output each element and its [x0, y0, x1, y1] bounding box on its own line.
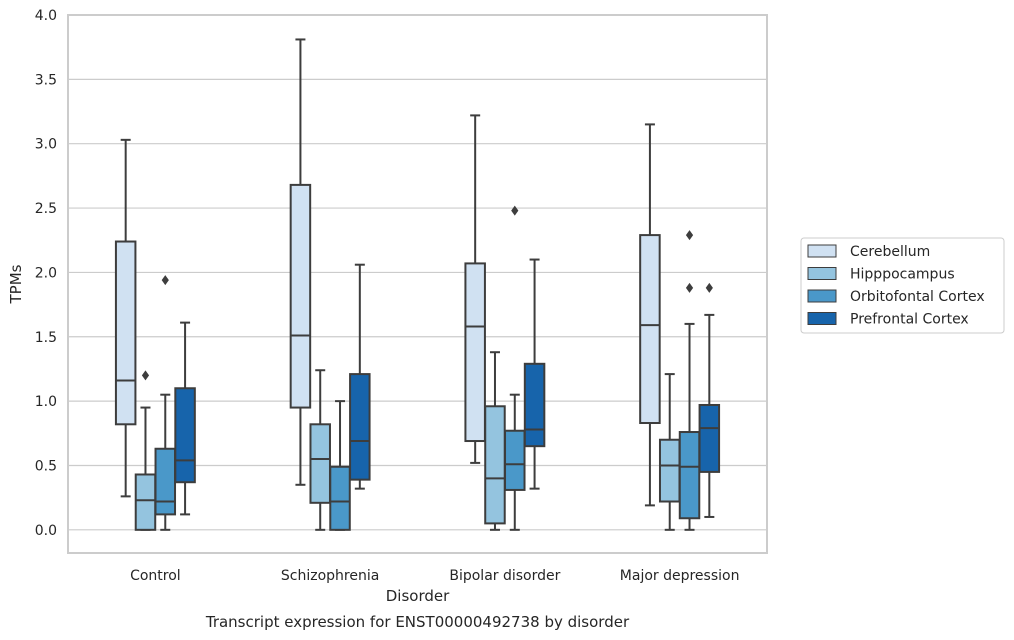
- y-axis-label: TPMs: [7, 264, 25, 304]
- box-body: [154, 447, 177, 516]
- legend-swatch: [807, 289, 837, 303]
- x-tick-label: Schizophrenia: [281, 568, 379, 584]
- box: [639, 123, 661, 507]
- box: [329, 400, 351, 531]
- box: [309, 369, 331, 531]
- box-body: [464, 262, 486, 443]
- box-body: [639, 234, 661, 425]
- box-body: [678, 431, 701, 520]
- legend-item-label: Orbitofontal Cortex: [850, 289, 985, 305]
- box-body: [174, 387, 196, 484]
- x-tick-label: Control: [130, 568, 181, 584]
- box: [349, 263, 371, 490]
- box: [464, 114, 486, 464]
- box-body: [329, 465, 351, 531]
- legend-swatch: [807, 244, 837, 258]
- box: [154, 275, 177, 531]
- legend-item-label: Cerebellum: [850, 244, 930, 260]
- legend-frame: [800, 237, 1005, 334]
- y-tick-label: 3.0: [35, 137, 57, 153]
- outlier-point: [141, 370, 150, 381]
- box: [678, 230, 701, 531]
- box-body: [484, 405, 506, 525]
- outlier-point: [685, 230, 694, 241]
- y-tick-label: 2.5: [35, 201, 57, 217]
- box: [114, 138, 137, 498]
- box: [523, 258, 546, 490]
- box-body: [658, 438, 681, 503]
- box-body: [134, 473, 157, 531]
- outlier-point: [161, 275, 169, 286]
- legend-item-label: Hipppocampus: [850, 267, 955, 283]
- y-tick-label: 0.0: [35, 523, 57, 539]
- legend-item-label: Prefrontal Cortex: [850, 312, 969, 328]
- box-series: [114, 38, 721, 531]
- box-body: [289, 183, 312, 409]
- outlier-point: [705, 282, 713, 293]
- legend-swatch: [807, 312, 837, 325]
- outlier-point: [511, 205, 519, 216]
- box: [289, 38, 312, 486]
- y-tick-label: 1.0: [35, 394, 57, 410]
- chart-caption: Transcript expression for ENST0000049273…: [205, 613, 630, 631]
- box: [484, 351, 506, 531]
- box-body: [349, 373, 371, 481]
- legend: Cerebellum Hipppocampus Orbitofontal Corte…: [800, 237, 1005, 334]
- x-tick-label: Bipolar disorder: [449, 568, 560, 584]
- y-tick-label: 0.5: [35, 458, 57, 474]
- box: [698, 282, 721, 518]
- y-tick-label: 2.0: [35, 265, 57, 281]
- box-body: [504, 429, 526, 491]
- y-tick-label: 4.0: [35, 8, 57, 24]
- box-body: [114, 240, 137, 426]
- box: [174, 321, 196, 516]
- box-body: [523, 362, 546, 448]
- x-tick-labels: Control Schizophrenia Bipolar disorder Majo…: [130, 568, 739, 584]
- y-tick-labels: 0.0 0.5 1.0 1.5 2.0 2.5 3.0 3.5 4.0: [35, 8, 57, 539]
- y-tick-label: 1.5: [35, 330, 57, 346]
- box: [134, 370, 157, 531]
- box: [504, 205, 526, 531]
- plot-area-frame: [67, 14, 768, 554]
- box: [658, 373, 681, 531]
- y-tick-label: 3.5: [35, 72, 57, 88]
- x-tick-label: Major depression: [620, 568, 740, 584]
- x-axis-label: Disorder: [386, 587, 450, 605]
- box-body: [309, 423, 331, 504]
- legend-swatch: [807, 267, 837, 280]
- outlier-point: [685, 282, 694, 293]
- box-body: [698, 403, 721, 473]
